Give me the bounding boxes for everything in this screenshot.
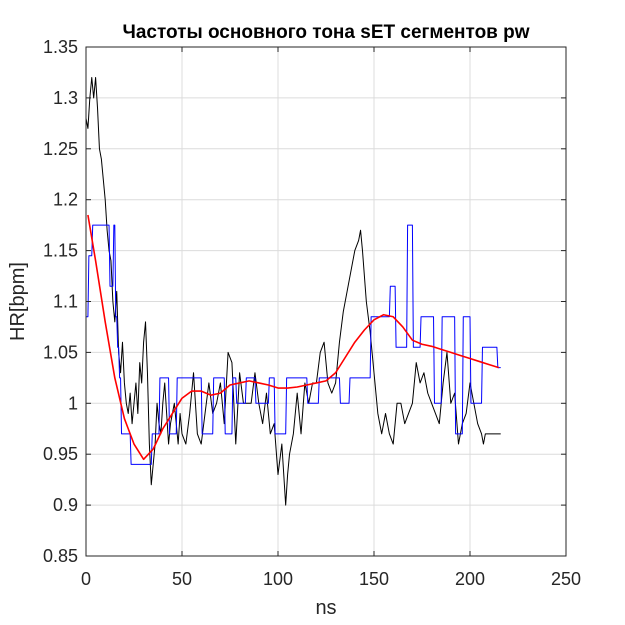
y-tick-label: 1.1 (53, 292, 78, 312)
x-tick-label: 200 (455, 569, 485, 589)
x-tick-label: 50 (172, 569, 192, 589)
x-tick-label: 250 (551, 569, 581, 589)
grid (85, 46, 567, 557)
x-tick-label: 100 (263, 569, 293, 589)
y-tick-label: 1.25 (43, 139, 78, 159)
y-tick-label: 1.05 (43, 342, 78, 362)
y-tick-label: 1.2 (53, 190, 78, 210)
series-layer (85, 77, 501, 506)
y-tick-labels: 0.85 0.9 0.95 1 1.05 1.1 1.15 1.2 1.25 1.3 1.35 (43, 37, 78, 566)
chart-title: Частоты основного тона sET сегментов pw (122, 22, 529, 43)
y-tick-label: 1.3 (53, 88, 78, 108)
series-line-1 (85, 77, 501, 506)
y-tick-label: 0.9 (53, 495, 78, 515)
x-tick-labels: 0 50 100 150 200 250 (81, 569, 581, 589)
x-tick-label: 0 (81, 569, 91, 589)
y-tick-label: 1.35 (43, 37, 78, 57)
series-line-3 (87, 214, 500, 461)
y-tick-label: 1.15 (43, 241, 78, 261)
x-tick-label: 150 (359, 569, 389, 589)
y-tick-label: 0.95 (43, 444, 78, 464)
x-axis-label: ns (315, 597, 336, 619)
series-line-2 (86, 224, 501, 465)
y-tick-label: 1 (68, 393, 78, 413)
tick-marks (85, 46, 567, 557)
y-axis-label: HR[bpm] (7, 262, 29, 341)
y-tick-label: 0.85 (43, 546, 78, 566)
